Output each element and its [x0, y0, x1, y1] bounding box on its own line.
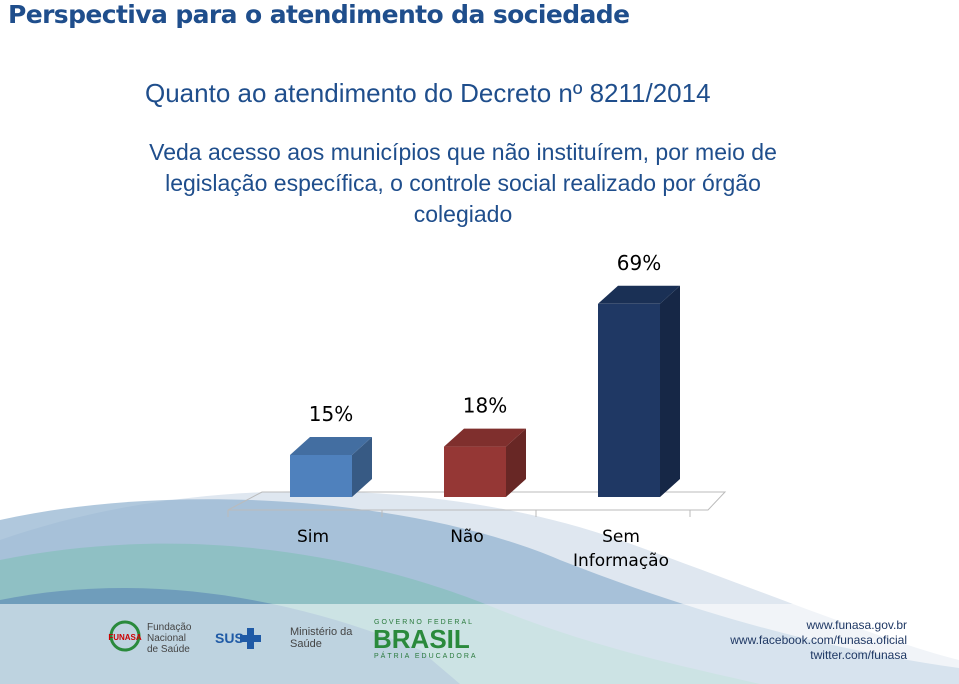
category-label: Sim	[296, 527, 330, 547]
category-label: Não	[450, 527, 484, 547]
subtitle: Quanto ao atendimento do Decreto nº 8211…	[145, 78, 711, 108]
logo	[109, 620, 141, 652]
value-label: 18%	[463, 394, 507, 418]
bar-side	[506, 428, 526, 497]
link[interactable]: www.funasa.gov.br	[806, 618, 908, 632]
value-label: 15%	[309, 402, 353, 426]
bar-top	[598, 285, 680, 304]
links: www.funasa.gov.br www.facebook.com/funas…	[730, 618, 907, 663]
bars: 15% 18% 69%	[290, 251, 680, 497]
fundacao: Fundação Nacional de Saúde	[147, 622, 192, 655]
patria: PÁTRIA EDUCADORA	[374, 651, 478, 660]
bar	[598, 303, 660, 497]
footer-band	[0, 604, 959, 684]
logo-text: Ministério da Saúde	[290, 626, 353, 650]
sus: SUS	[215, 630, 244, 646]
category-label: Sem Informação	[572, 527, 669, 571]
bar-top	[290, 437, 372, 455]
bar	[444, 446, 506, 497]
value-label: 69%	[617, 251, 661, 275]
link[interactable]: twitter.com/funasa	[810, 648, 907, 662]
link[interactable]: www.facebook.com/funasa.oficial	[730, 633, 907, 647]
bar-side	[660, 285, 680, 497]
logo-text: FUNASA	[108, 633, 142, 642]
brasil: BRASIL	[373, 624, 470, 654]
bar-top	[444, 428, 526, 447]
bar	[290, 455, 352, 497]
logo-text: Fundação Nacional de Saúde	[147, 622, 192, 655]
governo: GOVERNO FEDERAL	[374, 619, 474, 626]
ministerio: Ministério da Saúde	[290, 626, 353, 650]
floor	[227, 491, 727, 511]
description: Veda acesso aos municípios que não insti…	[149, 139, 777, 227]
title: Perspectiva para o atendimento da socied…	[8, 0, 630, 29]
sus-cross	[240, 628, 261, 649]
bar-side	[352, 437, 372, 497]
floor-ticks	[227, 510, 691, 517]
